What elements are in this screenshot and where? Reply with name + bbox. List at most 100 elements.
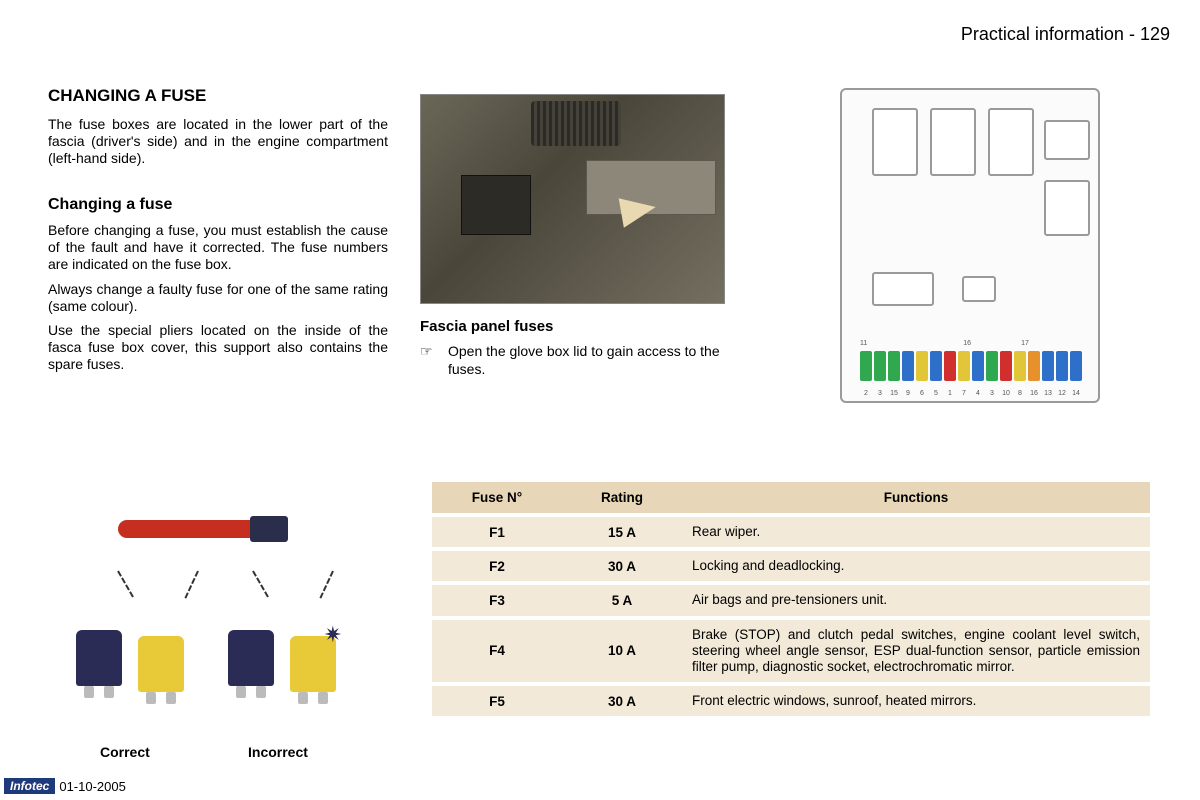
table-row: F530 AFront electric windows, sunroof, h… xyxy=(432,686,1150,716)
mini-fuse xyxy=(1000,351,1012,381)
diagram-slot xyxy=(962,276,996,302)
fuse-number: 15 xyxy=(888,390,900,397)
section-name: Practical information xyxy=(961,24,1124,44)
cell-rating: 5 A xyxy=(562,585,682,615)
cell-fuse-no: F1 xyxy=(432,517,562,547)
footer-date: 01-10-2005 xyxy=(59,779,126,794)
fusebox-diagram: 11 16 17 2315965174310816131214 xyxy=(840,88,1120,418)
fuse-number: 16 xyxy=(1028,390,1040,397)
cell-rating: 10 A xyxy=(562,620,682,683)
fuse-yellow-ok xyxy=(138,636,184,692)
cell-function: Front electric windows, sunroof, heated … xyxy=(682,686,1150,716)
cell-function: Locking and deadlocking. xyxy=(682,551,1150,581)
left-text-column: CHANGING A FUSE The fuse boxes are locat… xyxy=(48,86,388,381)
table-row: F35 AAir bags and pre-tensioners unit. xyxy=(432,585,1150,615)
diagram-slot xyxy=(988,108,1034,176)
cell-rating: 30 A xyxy=(562,686,682,716)
label-correct: Correct xyxy=(100,744,150,760)
infotec-logo: Infotec xyxy=(4,778,55,794)
sub-heading: Changing a fuse xyxy=(48,196,388,214)
page-header: Practical information - 129 xyxy=(961,24,1170,45)
instruction-text: Open the glove box lid to gain access to… xyxy=(448,343,740,378)
dash-line xyxy=(117,571,134,598)
fuse-number: 8 xyxy=(1014,390,1026,397)
photo-arrow-icon xyxy=(619,192,659,228)
fuse-number: 3 xyxy=(986,390,998,397)
main-heading: CHANGING A FUSE xyxy=(48,86,388,106)
center-column: Fascia panel fuses ☞ Open the glove box … xyxy=(420,94,740,378)
para-3: Use the special pliers located on the in… xyxy=(48,322,388,372)
fuse-table: Fuse N° Rating Functions F115 ARear wipe… xyxy=(432,478,1150,720)
table-row: F230 ALocking and deadlocking. xyxy=(432,551,1150,581)
cell-fuse-no: F5 xyxy=(432,686,562,716)
fuse-number: 12 xyxy=(1056,390,1068,397)
para-2: Always change a faulty fuse for one of t… xyxy=(48,281,388,315)
th-functions: Functions xyxy=(682,482,1150,513)
footer: Infotec 01-10-2005 xyxy=(4,778,126,794)
mini-fuse xyxy=(1042,351,1054,381)
mini-fuse xyxy=(916,351,928,381)
cell-rating: 30 A xyxy=(562,551,682,581)
fuse-topnum: 16 xyxy=(963,340,971,347)
fuse-number: 4 xyxy=(972,390,984,397)
pointer-icon: ☞ xyxy=(420,343,438,378)
diagram-slot xyxy=(1044,120,1090,160)
cell-fuse-no: F3 xyxy=(432,585,562,615)
fuse-number: 2 xyxy=(860,390,872,397)
mini-fuse xyxy=(1056,351,1068,381)
mini-fuse xyxy=(902,351,914,381)
cell-rating: 15 A xyxy=(562,517,682,547)
dash-line xyxy=(184,571,198,599)
table-row: F115 ARear wiper. xyxy=(432,517,1150,547)
diagram-slot xyxy=(930,108,976,176)
fuse-topnum: 11 xyxy=(860,340,867,347)
fuse-number: 14 xyxy=(1070,390,1082,397)
mini-fuse xyxy=(930,351,942,381)
page-number: 129 xyxy=(1140,24,1170,44)
glovebox-photo xyxy=(420,94,725,304)
fuse-number: 13 xyxy=(1042,390,1054,397)
fuse-number: 1 xyxy=(944,390,956,397)
fuse-number-row: 2315965174310816131214 xyxy=(860,390,1082,397)
mini-fuse xyxy=(874,351,886,381)
mini-fuse xyxy=(972,351,984,381)
fuse-number: 7 xyxy=(958,390,970,397)
fuse-yellow-bad: ✷ xyxy=(290,636,336,692)
diagram-slot xyxy=(872,108,918,176)
mini-fuse xyxy=(1070,351,1082,381)
dash-line xyxy=(319,571,333,599)
cell-function: Brake (STOP) and clutch pedal switches, … xyxy=(682,620,1150,683)
mini-fuse xyxy=(944,351,956,381)
cell-function: Rear wiper. xyxy=(682,517,1150,547)
cell-fuse-no: F2 xyxy=(432,551,562,581)
fuse-number: 10 xyxy=(1000,390,1012,397)
fuse-number: 9 xyxy=(902,390,914,397)
th-rating: Rating xyxy=(562,482,682,513)
table-row: F410 ABrake (STOP) and clutch pedal swit… xyxy=(432,620,1150,683)
mini-fuse xyxy=(1028,351,1040,381)
mini-fuse xyxy=(1014,351,1026,381)
instruction-line: ☞ Open the glove box lid to gain access … xyxy=(420,343,740,378)
fuse-topnum: 17 xyxy=(1021,340,1029,347)
mini-fuse xyxy=(860,351,872,381)
fuse-illustration: ✷ Correct Incorrect xyxy=(48,510,388,760)
spark-icon: ✷ xyxy=(324,622,342,648)
fusebox-body: 11 16 17 2315965174310816131214 xyxy=(840,88,1100,403)
label-incorrect: Incorrect xyxy=(248,744,308,760)
diagram-slot xyxy=(872,272,934,306)
fuse-number: 6 xyxy=(916,390,928,397)
table-header-row: Fuse N° Rating Functions xyxy=(432,482,1150,513)
pliers-icon xyxy=(118,520,258,538)
cell-function: Air bags and pre-tensioners unit. xyxy=(682,585,1150,615)
mini-fuse xyxy=(958,351,970,381)
diagram-slot xyxy=(1044,180,1090,236)
mini-fuse xyxy=(888,351,900,381)
fascia-heading: Fascia panel fuses xyxy=(420,318,740,335)
cell-fuse-no: F4 xyxy=(432,620,562,683)
photo-fusebox xyxy=(461,175,531,235)
dash-line xyxy=(252,571,269,598)
fuse-row xyxy=(860,351,1082,381)
intro-text: The fuse boxes are located in the lower … xyxy=(48,116,388,166)
fuse-blue-bad xyxy=(228,630,274,686)
fuse-blue-ok xyxy=(76,630,122,686)
